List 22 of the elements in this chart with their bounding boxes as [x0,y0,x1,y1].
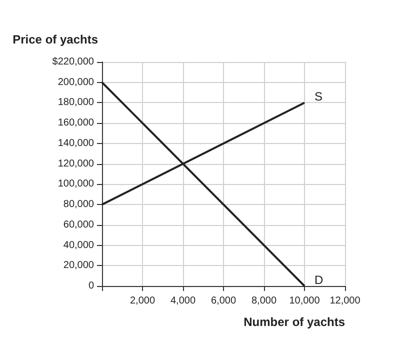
x-tick-label: 6,000 [210,296,236,306]
x-tick-label: 2,000 [130,296,156,306]
x-tick-label: 10,000 [289,296,320,306]
y-axis-title: Price of yachts [12,32,98,46]
x-tick-label: 8,000 [251,296,277,306]
y-tick-label: 180,000 [58,97,94,108]
y-tick-label: 140,000 [58,138,94,149]
y-tick-label: $220,000 [52,56,94,68]
x-tick-label: 12,000 [330,296,361,306]
y-tick-label: 80,000 [63,199,94,210]
y-tick-label: 20,000 [63,260,94,272]
series-label: S [314,90,323,104]
y-tick-label: 40,000 [63,240,94,251]
series-label: D [314,273,324,287]
y-tick-label: 160,000 [58,118,94,129]
y-tick-label: 0 [88,280,94,292]
y-tick-label: 60,000 [63,219,94,230]
x-tick-label: 4,000 [170,296,196,306]
y-tick-label: 120,000 [58,158,94,170]
y-tick-label: 200,000 [58,76,94,88]
y-tick-label: 100,000 [58,178,94,190]
x-axis-title: Number of yachts [244,315,346,329]
